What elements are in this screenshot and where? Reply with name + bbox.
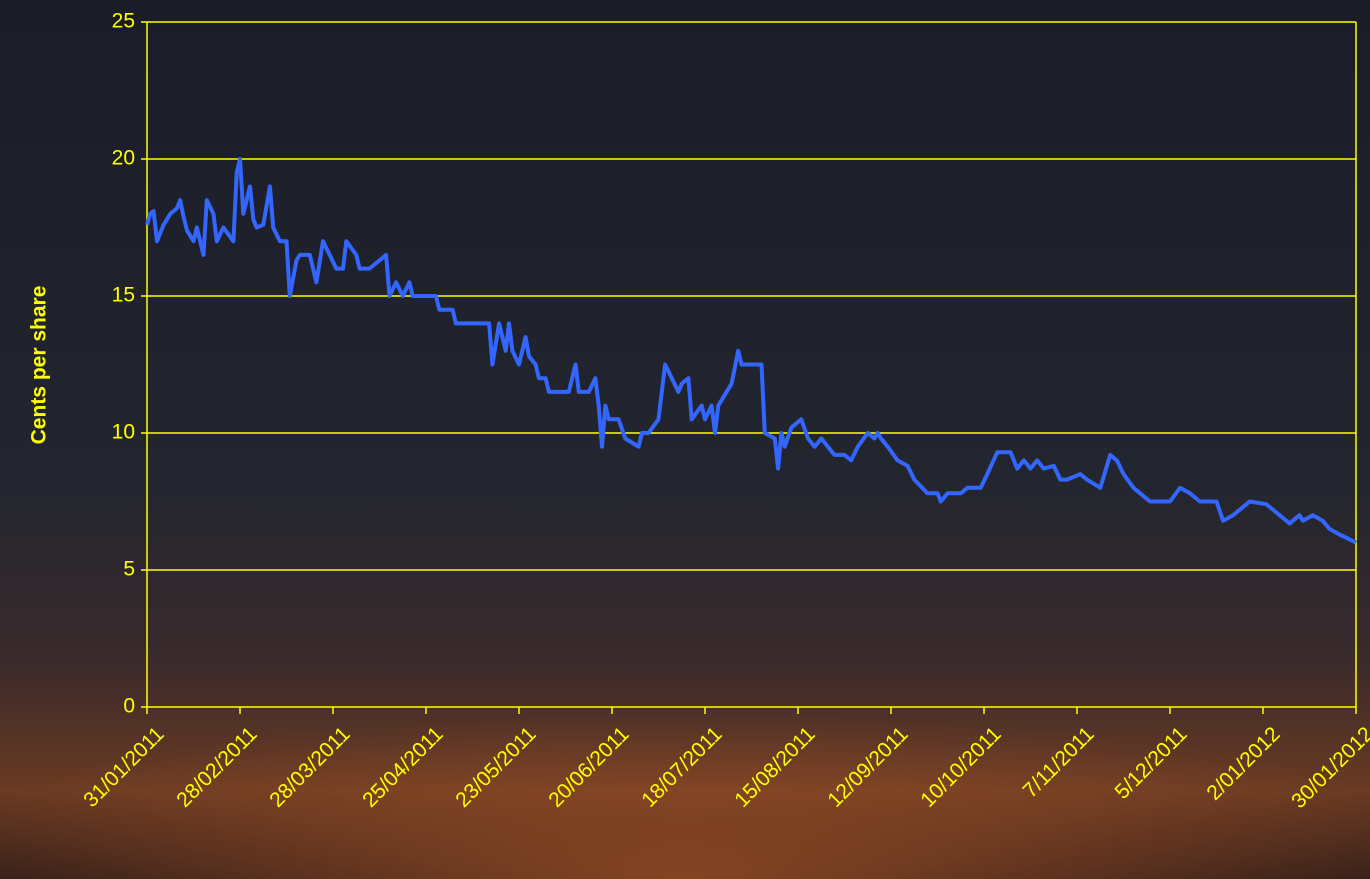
y-tick-label: 25 xyxy=(112,10,135,33)
y-tick-label: 15 xyxy=(112,284,135,307)
y-axis-label: Cents per share xyxy=(28,286,51,445)
page: {"chart_data": {"type": "line", "y_label… xyxy=(0,0,1370,879)
chart: Cents per share 051015202531/01/201128/0… xyxy=(0,0,1370,879)
y-tick-label: 5 xyxy=(123,558,135,581)
y-tick-label: 10 xyxy=(112,421,135,444)
y-tick-label: 0 xyxy=(123,695,135,718)
y-tick-label: 20 xyxy=(112,147,135,170)
